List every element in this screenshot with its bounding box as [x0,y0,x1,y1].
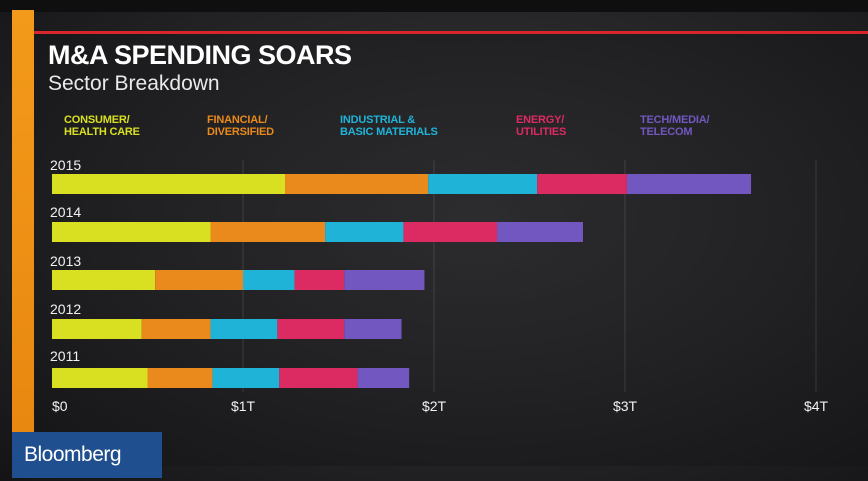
x-tick-label-4: $4T [804,398,829,414]
x-tick-label-0: $0 [52,398,68,414]
legend-energy-utilities: ENERGY/ UTILITIES [516,114,567,138]
bar-2013-series-3 [294,270,345,290]
legend-industrial-basic-materials: INDUSTRIAL & BASIC MATERIALS [340,114,438,138]
bar-2011-series-3 [279,368,358,388]
bar-2015-series-1 [285,174,429,194]
year-label-2014: 2014 [50,204,82,220]
chart-title: M&A SPENDING SOARS [48,40,352,70]
year-label-2012: 2012 [50,301,82,317]
bar-2011-series-4 [357,368,410,388]
x-tick-label-1: $1T [231,398,256,414]
bar-2015-series-0 [52,174,286,194]
bar-2012-series-0 [52,319,142,339]
legend-financial-diversified: FINANCIAL/ DIVERSIFIED [207,114,274,138]
bar-2013-series-1 [155,270,243,290]
bar-2012-series-2 [210,319,278,339]
bar-2014-series-3 [403,222,498,242]
bar-2014-series-4 [497,222,583,242]
bar-2013-series-2 [243,270,295,290]
bar-2014-series-0 [52,222,211,242]
top-band [0,0,868,12]
year-label-2015: 2015 [50,157,82,173]
bar-2015-series-3 [537,174,627,194]
bar-2011-series-1 [147,368,213,388]
year-label-2011: 2011 [50,348,81,364]
bar-2015-series-4 [626,174,752,194]
bar-2015-series-2 [428,174,538,194]
bar-2012-series-4 [344,319,402,339]
chart-panel [34,34,868,466]
bar-2013-series-0 [52,270,156,290]
bloomberg-logo: Bloomberg [12,432,162,478]
bar-2011-series-2 [212,368,280,388]
bar-2012-series-1 [141,319,211,339]
title-rule [34,31,868,34]
bar-2014-series-2 [325,222,404,242]
bar-2011-series-0 [52,368,148,388]
bar-2012-series-3 [277,319,345,339]
accent-stripe [12,10,34,466]
legend-consumer-health-care: CONSUMER/ HEALTH CARE [64,114,140,138]
year-label-2013: 2013 [50,253,82,269]
legend-tech-media-telecom: TECH/MEDIA/ TELECOM [640,114,710,138]
bar-2014-series-1 [210,222,326,242]
bar-2013-series-4 [344,270,425,290]
x-tick-label-2: $2T [422,398,447,414]
x-tick-label-3: $3T [613,398,638,414]
chart-subtitle: Sector Breakdown [48,72,220,95]
